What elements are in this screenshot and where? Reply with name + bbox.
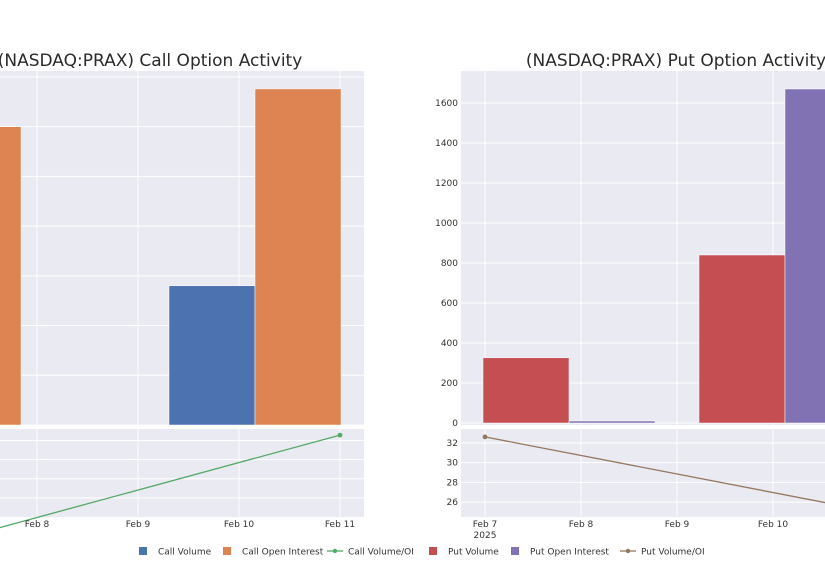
legend-swatch-call-open-interest [223, 547, 231, 555]
put-y-tick-label: 200 [441, 379, 458, 389]
put-x-tick-year: 2025 [474, 531, 497, 541]
legend-label-put-volume: Put Volume [448, 548, 499, 558]
put-x-tick-label: Feb 8 [569, 520, 594, 530]
put-y-tick-label: 1600 [435, 99, 458, 109]
put-y-tick-label: 0 [452, 419, 458, 429]
put-ratio-tick-label: 28 [447, 478, 459, 488]
put-volume-oi-line [484, 436, 825, 504]
legend-swatch-put-volume [429, 547, 437, 555]
put-open-interest-bar [568, 420, 656, 424]
put-y-tick-label: 800 [441, 259, 458, 269]
legend-marker-put-volume-oi [625, 548, 631, 554]
put-ratio-tick-label: 30 [447, 459, 459, 469]
call-x-tick-label: Feb 10 [224, 520, 255, 530]
legend-label-put-volume-oi: Put Volume/OI [641, 548, 705, 558]
put-x-tick-label: Feb 7 [473, 520, 498, 530]
put-y-tick-label: 400 [441, 339, 458, 349]
put-y-tick-label: 1000 [435, 219, 458, 229]
call-volume-oi-line [0, 434, 341, 529]
put-ratio-tick-label: 32 [447, 439, 458, 449]
put-volume-oi-marker [482, 434, 488, 440]
call-panel-title: (NASDAQ:PRAX) Call Option Activity [0, 51, 302, 71]
legend-label-put-open-interest: Put Open Interest [530, 548, 609, 558]
put-volume-bar [698, 254, 786, 424]
call-x-tick-label: Feb 9 [126, 520, 151, 530]
legend-swatch-put-open-interest [511, 547, 519, 555]
call-x-tick-label: Feb 8 [25, 520, 50, 530]
put-volume-bar [482, 357, 570, 424]
call-x-tick-label: Feb 11 [325, 520, 355, 530]
legend-swatch-call-volume [139, 547, 147, 555]
put-y-tick-label: 1400 [435, 139, 458, 149]
legend-marker-call-volume-oi [332, 548, 338, 554]
put-y-tick-label: 1200 [435, 179, 458, 189]
put-x-tick-label: Feb 10 [758, 520, 789, 530]
call-ratio-panel-background [0, 429, 364, 517]
legend-label-call-volume-oi: Call Volume/OI [348, 548, 414, 558]
put-open-interest-bar [784, 88, 825, 424]
call-volume-oi-marker [337, 432, 343, 438]
call-volume-bar [168, 285, 256, 426]
call-open-interest-bar [254, 88, 342, 426]
put-y-tick-label: 600 [441, 299, 458, 309]
put-panel-title: (NASDAQ:PRAX) Put Option Activity [526, 51, 825, 71]
legend-label-call-volume: Call Volume [158, 548, 212, 558]
put-x-tick-label: Feb 9 [665, 520, 690, 530]
call-open-interest-bar [0, 126, 22, 426]
legend-label-call-open-interest: Call Open Interest [242, 548, 324, 558]
put-ratio-tick-label: 26 [447, 498, 459, 508]
